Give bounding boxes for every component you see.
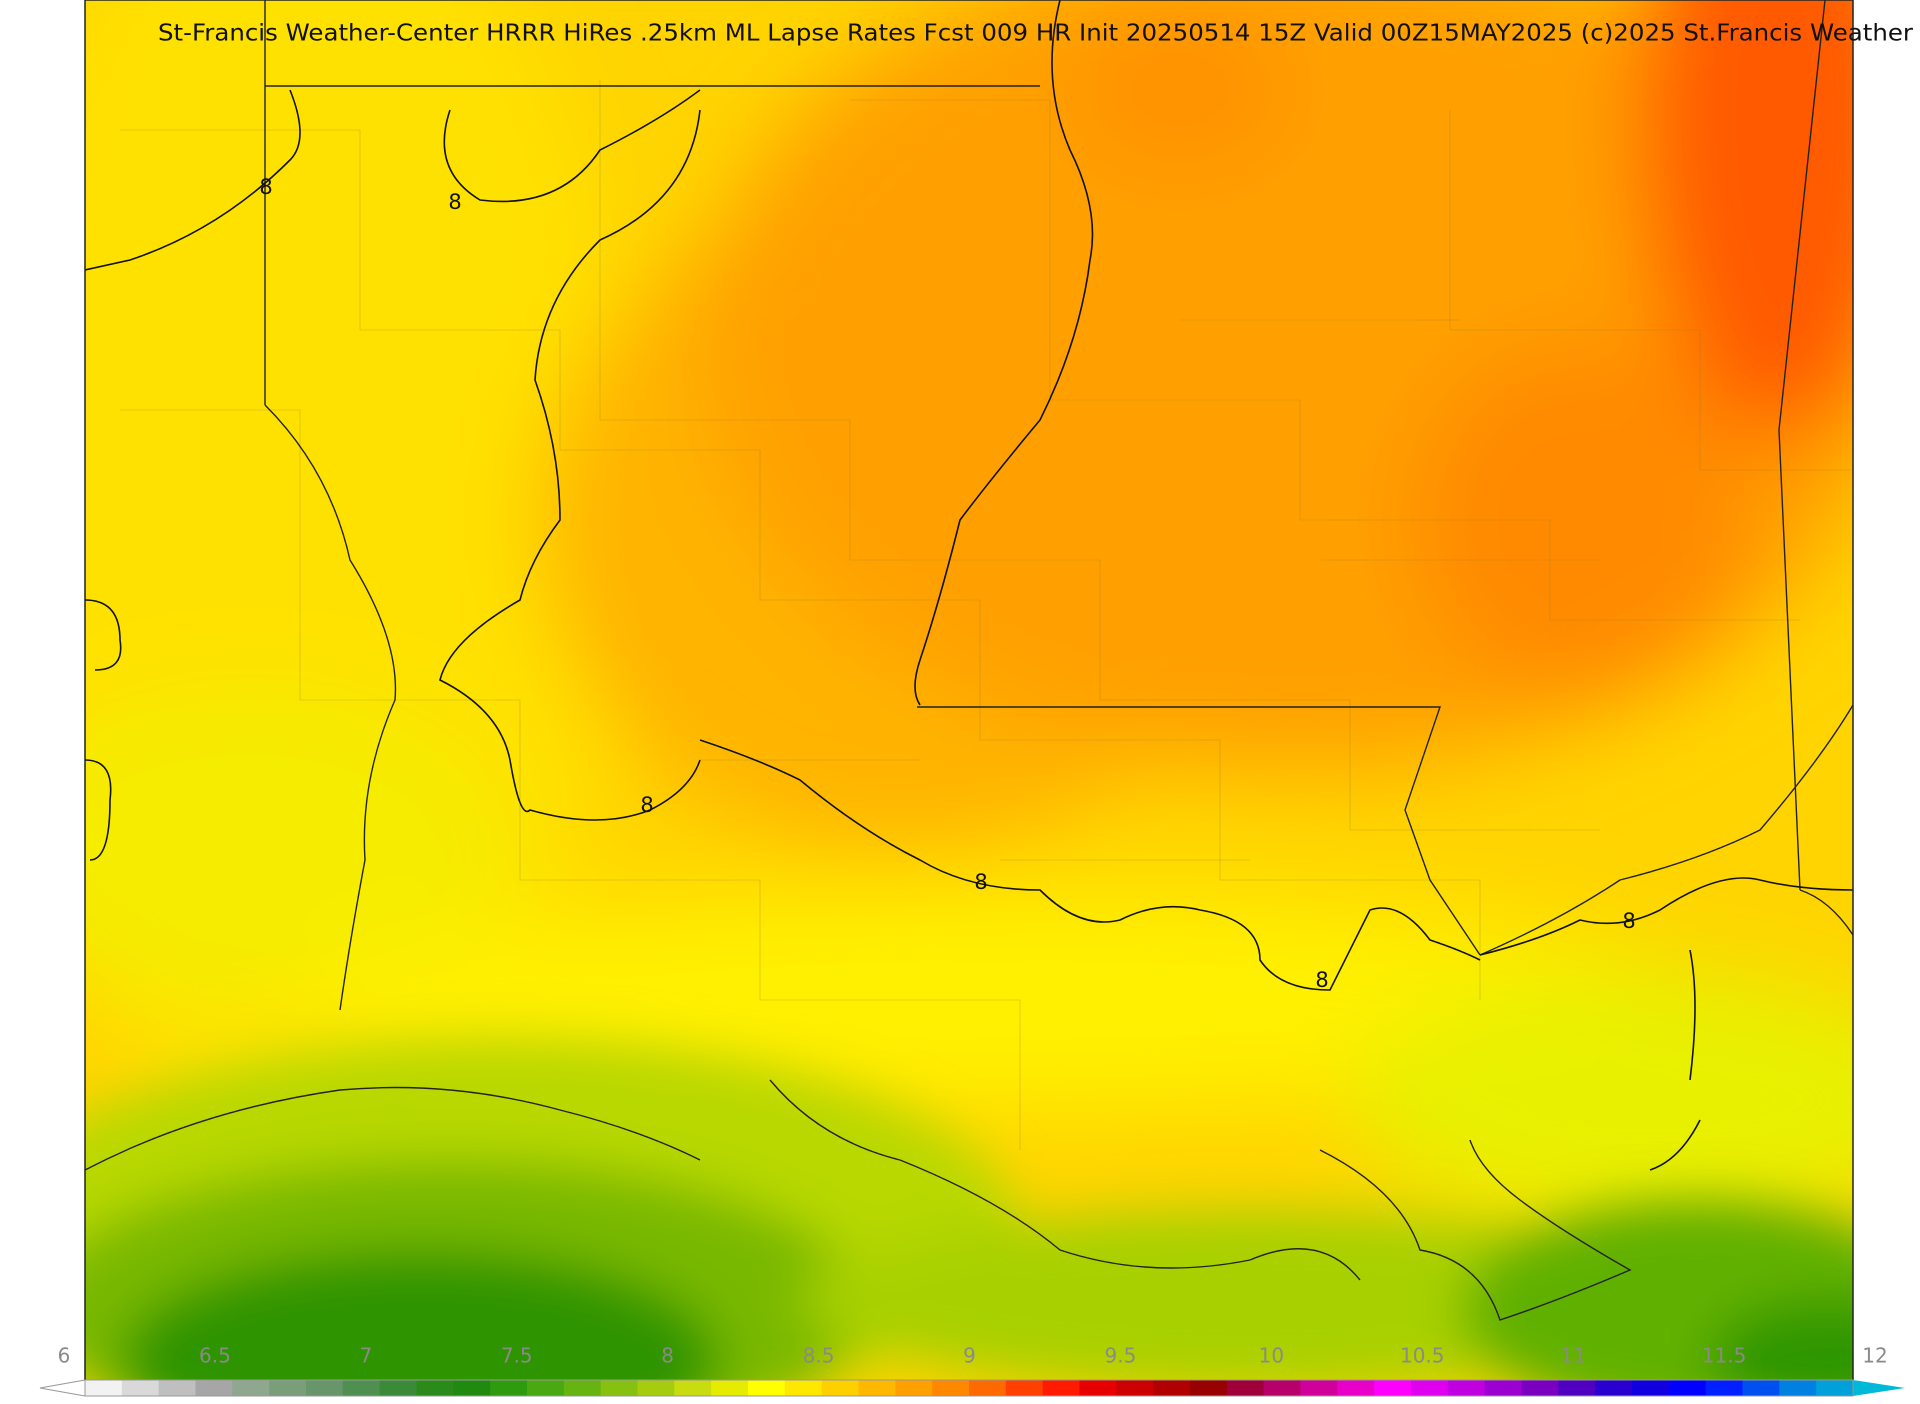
colorbar-tick-label: 9 [963, 1344, 976, 1368]
colorbar-tick-label: 6 [58, 1344, 71, 1368]
colorbar-tick-label: 8 [661, 1344, 674, 1368]
contours [85, 0, 1853, 1171]
colorbar-segment [1742, 1380, 1780, 1396]
colorbar-segment [784, 1380, 823, 1396]
state-borders [85, 0, 1853, 1321]
colorbar-tick-label: 7.5 [501, 1344, 533, 1368]
colorbar-segment [1042, 1380, 1080, 1396]
colorbar-tick-label: 10.5 [1400, 1344, 1445, 1368]
colorbar-segment [895, 1380, 933, 1396]
colorbar-segment [1595, 1380, 1633, 1396]
colorbar-segment [1521, 1380, 1559, 1396]
map-title: St-Francis Weather-Center HRRR HiRes .25… [158, 21, 1914, 47]
county-lines [120, 80, 1850, 1150]
colorbar-segment [748, 1380, 786, 1396]
colorbar-segment [969, 1380, 1007, 1396]
colorbar-segment [637, 1380, 675, 1396]
colorbar-segment [932, 1380, 970, 1396]
colorbar-segment [85, 1380, 123, 1396]
colorbar-tick-label: 11 [1560, 1344, 1585, 1368]
colorbar-tick-label: 8.5 [803, 1344, 835, 1368]
contour-label: 8 [259, 175, 272, 199]
colorbar-segment [490, 1380, 528, 1396]
colorbar-segment [563, 1380, 602, 1396]
colorbar-segment [1226, 1380, 1265, 1396]
colorbar-segment [711, 1380, 749, 1396]
colorbar-border [84, 1379, 1854, 1397]
colorbar-segment [306, 1380, 344, 1396]
colorbar-segment [1779, 1380, 1817, 1396]
colorbar: 6 6.5 7 7.5 8 8.5 9 9.5 10 10.5 11 11.5 12 [39, 1344, 1905, 1397]
colorbar-segment [1705, 1380, 1743, 1396]
colorbar-segment [1411, 1380, 1449, 1396]
colorbar-segment [600, 1380, 638, 1396]
colorbar-segment [1079, 1380, 1117, 1396]
colorbar-segment [1300, 1380, 1338, 1396]
colorbar-segment [1447, 1380, 1486, 1396]
colorbar-segment [1668, 1380, 1707, 1396]
colorbar-tick-label: 10 [1259, 1344, 1284, 1368]
colorbar-segment [379, 1380, 417, 1396]
colorbar-segment [1374, 1380, 1412, 1396]
colorbar-segment [416, 1380, 454, 1396]
colorbar-segment [1005, 1380, 1044, 1396]
colorbar-segment [1816, 1380, 1854, 1396]
contour-label: 8 [640, 793, 653, 817]
colorbar-segment [195, 1380, 233, 1396]
colorbar-segment [527, 1380, 565, 1396]
colorbar-segment [232, 1380, 270, 1396]
colorbar-segment [1263, 1380, 1301, 1396]
colorbar-segment [1337, 1380, 1375, 1396]
contour-label: 8 [1622, 909, 1635, 933]
colorbar-segment [1558, 1380, 1596, 1396]
colorbar-segment [1632, 1380, 1670, 1396]
colorbar-max-arrow [1853, 1380, 1905, 1396]
colorbar-segment [1190, 1380, 1228, 1396]
colorbar-segment [1116, 1380, 1154, 1396]
colorbar-segment [821, 1380, 859, 1396]
colorbar-segment [1153, 1380, 1191, 1396]
colorbar-min-arrow [39, 1379, 86, 1397]
colorbar-segment [453, 1380, 491, 1396]
colorbar-segment [674, 1380, 712, 1396]
colorbar-segment [269, 1380, 307, 1396]
colorbar-segment [1484, 1380, 1522, 1396]
colorbar-tick-label: 7 [359, 1344, 372, 1368]
contour-label: 8 [1315, 968, 1328, 992]
contour-label: 8 [448, 190, 461, 214]
colorbar-tick-label: 6.5 [199, 1344, 231, 1368]
colorbar-segment [121, 1380, 160, 1396]
colorbar-segment [858, 1380, 896, 1396]
colorbar-segment [158, 1380, 196, 1396]
contour-label: 8 [974, 870, 987, 894]
colorbar-segment [342, 1380, 381, 1396]
colorbar-tick-label: 11.5 [1702, 1344, 1747, 1368]
colorbar-tick-label: 12 [1862, 1344, 1887, 1368]
colorbar-tick-label: 9.5 [1105, 1344, 1137, 1368]
